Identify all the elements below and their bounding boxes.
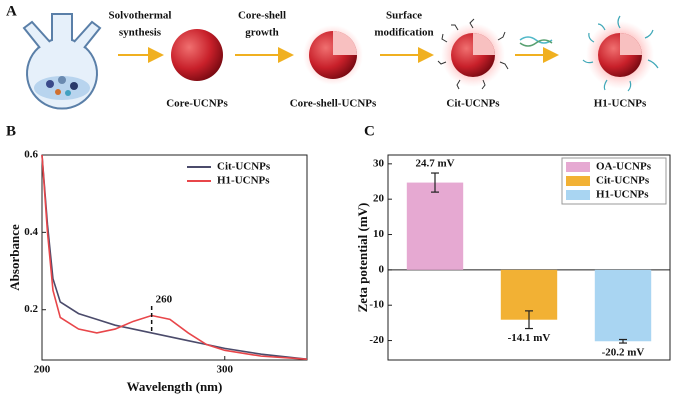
dna-strands [519,36,553,47]
step-label: Surface [386,10,422,22]
legend-label: H1-UCNPs [217,175,270,187]
y-axis-label: Absorbance [7,224,22,291]
step-label: Core-shell [238,10,286,22]
error-bar [525,310,533,330]
line-series [41,154,308,361]
y-tick-label: 20 [373,193,385,205]
plot-frame [41,154,308,361]
legend-label: OA-UCNPs [596,161,652,173]
panel-label: A [6,3,17,19]
product-label: Core-UCNPs [166,98,228,110]
y-axis-label: Zeta potential (mV) [355,203,370,313]
panel-label: B [6,123,16,139]
legend-frame [561,157,667,205]
x-tick-label: 300 [217,364,234,376]
step-label: growth [245,27,278,39]
product-label: Core-shell-UCNPs [290,98,377,110]
value-label: -14.1 mV [508,332,551,344]
y-tick-label: 0.6 [24,149,38,161]
y-tick-label: -20 [369,334,384,346]
y-tick-label: 0 [379,263,385,275]
y-tick-label: -10 [369,299,384,311]
line-series [41,154,308,361]
y-tick-label: 10 [373,228,385,240]
x-tick-label: 200 [34,364,51,376]
core-shell-particle [303,25,363,85]
x-axis-label: Wavelength (nm) [127,379,223,394]
h1-particle [582,15,659,92]
legend-swatch [566,162,590,172]
y-tick-label: 0.2 [24,303,38,315]
product-label: Cit-UCNPs [446,98,500,110]
product-label: H1-UCNPs [594,98,647,110]
core-particle [171,29,223,81]
error-bar [619,338,627,344]
value-label: -20.2 mV [602,347,645,359]
bar [594,269,652,342]
plot-frame [387,154,671,361]
legend-swatch [566,176,590,186]
step-label: synthesis [119,27,162,39]
error-bar [431,172,439,193]
legend-label: Cit-UCNPs [596,175,650,187]
y-tick-label: 0.4 [24,226,38,238]
step-label: Solvothermal [109,10,172,22]
value-label: 24.7 mV [415,158,454,170]
panel-label: C [364,123,375,139]
y-tick-label: 30 [373,157,385,169]
cit-particle [437,18,509,90]
legend-label: H1-UCNPs [596,189,649,201]
legend-label: Cit-UCNPs [217,161,271,173]
legend-swatch [566,190,590,200]
bar [406,182,464,270]
step-label: modification [374,27,433,39]
annotation-label: 260 [156,293,173,305]
flask [22,13,102,110]
